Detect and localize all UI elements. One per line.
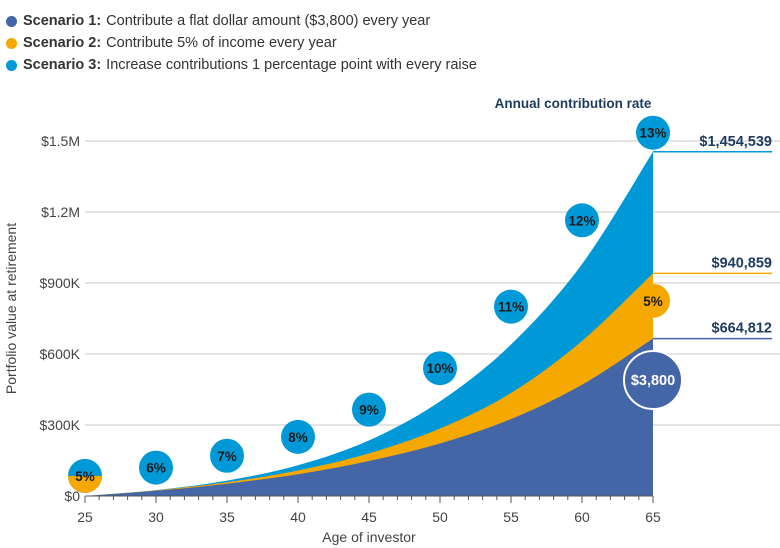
legend-dot-scenario-3 xyxy=(6,59,17,71)
legend-scenario-3-name: Scenario 3: xyxy=(23,57,102,73)
end-value-label: $1,454,539 xyxy=(699,134,772,150)
y-tick-label: $1.5M xyxy=(41,133,80,149)
y-axis-title: Portfolio value at retirement xyxy=(3,223,19,394)
legend-scenario-1-text: Contribute a flat dollar amount ($3,800)… xyxy=(106,13,431,29)
chart-legend: Scenario 1: Contribute a flat dollar amo… xyxy=(6,10,477,76)
x-tick-label: 35 xyxy=(219,509,235,525)
rate-bubble xyxy=(352,392,386,427)
area-scenario-1 xyxy=(85,338,653,496)
legend-scenario-1-name: Scenario 1: xyxy=(23,13,102,29)
legend-dot-scenario-2 xyxy=(6,37,17,49)
annotation-title: Annual contribution rate xyxy=(495,96,652,111)
y-tick-label: $900K xyxy=(40,275,81,291)
legend-scenario-2-name: Scenario 2: xyxy=(23,35,102,51)
rate-bubble-label: 5% xyxy=(75,469,95,484)
rate-bubble xyxy=(423,351,457,386)
rate-bubble xyxy=(565,203,599,238)
y-tick-label: $0 xyxy=(64,488,80,504)
end-value-label: $940,859 xyxy=(712,255,772,271)
rate-bubble-label: 11% xyxy=(498,300,524,315)
y-tick-label: $300K xyxy=(40,417,81,433)
legend-dot-scenario-1 xyxy=(6,15,17,27)
scenario-1-amount-bubble xyxy=(623,350,683,411)
x-tick-label: 30 xyxy=(148,509,164,525)
rate-bubble xyxy=(636,115,670,150)
x-tick-label: 45 xyxy=(361,509,377,525)
legend-scenario-2-text: Contribute 5% of income every year xyxy=(106,35,337,51)
rate-bubble xyxy=(210,438,244,473)
legend-scenario-3-text: Increase contributions 1 percentage poin… xyxy=(106,57,477,73)
rate-bubble-label: 6% xyxy=(146,461,166,476)
rate-bubble-label: 8% xyxy=(288,430,308,445)
x-tick-label: 40 xyxy=(290,509,306,525)
legend-item-scenario-1: Scenario 1: Contribute a flat dollar amo… xyxy=(6,10,477,32)
rate-bubble-label: 10% xyxy=(426,361,453,376)
x-tick-label: 50 xyxy=(432,509,448,525)
x-tick-label: 55 xyxy=(503,509,519,525)
rate-bubble xyxy=(281,419,315,454)
scenario-1-amount-label: $3,800 xyxy=(631,373,675,389)
x-axis-title: Age of investor xyxy=(322,529,416,545)
scenario-2-rate-bubble xyxy=(636,283,670,318)
y-tick-label: $1.2M xyxy=(41,204,80,220)
x-tick-label: 60 xyxy=(574,509,590,525)
legend-item-scenario-3: Scenario 3: Increase contributions 1 per… xyxy=(6,54,477,76)
rate-bubble-label: 13% xyxy=(639,126,666,141)
rate-bubble-lower-half xyxy=(68,475,102,493)
legend-item-scenario-2: Scenario 2: Contribute 5% of income ever… xyxy=(6,32,477,54)
rate-bubble-label: 7% xyxy=(217,449,237,464)
y-tick-label: $600K xyxy=(40,346,81,362)
rate-bubble-label: 12% xyxy=(568,213,595,228)
x-tick-label: 25 xyxy=(77,509,93,525)
end-value-label: $664,812 xyxy=(712,321,772,337)
scenario-2-rate-label: 5% xyxy=(643,294,663,309)
rate-bubble xyxy=(494,289,528,324)
x-tick-label: 65 xyxy=(645,509,661,525)
rate-bubble xyxy=(139,450,173,485)
rate-bubble-label: 9% xyxy=(359,403,379,418)
